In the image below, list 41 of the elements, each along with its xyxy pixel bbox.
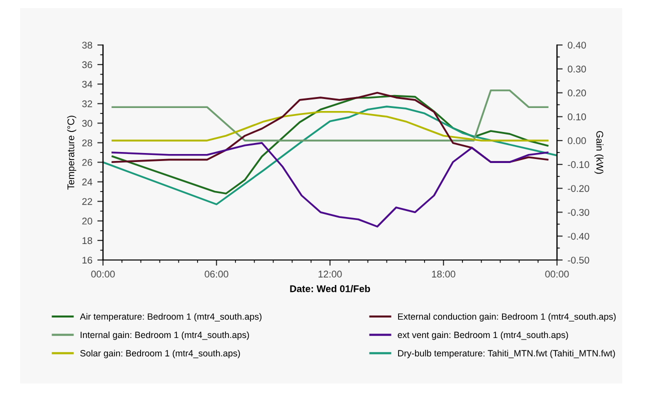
y2-tick-label: -0.50 [568, 256, 590, 264]
y-tick-label: 26 [82, 159, 92, 166]
y2-tick-label: -0.40 [568, 232, 590, 240]
x-tick-label: 18:00 [432, 270, 456, 278]
legend-label: Dry-bulb temperature: Tahiti_MTN.fwt (Tahiti_MTN.fwt) [398, 350, 615, 358]
y2-axis-title: Gain (kW) [594, 131, 604, 174]
line-series [112, 94, 548, 194]
line-series [103, 106, 557, 206]
y-tick-label: 30 [82, 120, 92, 127]
y2-tick-label: 0.00 [568, 137, 586, 144]
y2-tick-label: -0.20 [568, 185, 590, 192]
y2-tick-label: -0.10 [568, 161, 590, 168]
y-tick-label: 34 [82, 80, 92, 88]
y-tick-label: 32 [82, 100, 92, 108]
y-tick-label: 38 [82, 42, 92, 49]
line-series [112, 142, 548, 228]
y-tick-label: 22 [82, 198, 92, 205]
legend-label: Air temperature: Bedroom 1 (mtr4_south.aps) [80, 313, 262, 322]
y-axis-title: Temperature (°C) [67, 116, 76, 190]
x-axis-title: Date: Wed 01/Feb [290, 285, 370, 292]
y-tick-label: 20 [82, 218, 92, 225]
y-tick-label: 36 [82, 61, 92, 68]
legend-label: Solar gain: Bedroom 1 (mtr4_south.aps) [80, 350, 240, 358]
y2-tick-label: 0.10 [568, 113, 586, 120]
x-tick-label: 00:00 [91, 270, 115, 278]
y-tick-label: 24 [82, 178, 92, 186]
y-tick-label: 18 [82, 237, 92, 244]
y2-tick-label: 0.40 [568, 42, 586, 49]
y2-tick-label: -0.30 [568, 208, 590, 216]
x-tick-label: 00:00 [545, 270, 569, 278]
x-tick-label: 12:00 [318, 270, 342, 278]
legend-label: Internal gain: Bedroom 1 (mtr4_south.aps) [80, 331, 249, 340]
y-tick-label: 16 [82, 256, 92, 264]
legend-label: External conduction gain: Bedroom 1 (mtr4_south.aps) [398, 313, 616, 322]
x-tick-label: 06:00 [204, 270, 228, 278]
line-series [112, 110, 548, 142]
legend-label: ext vent gain: Bedroom 1 (mtr4_south.aps) [398, 331, 568, 340]
y-tick-label: 28 [82, 139, 92, 146]
y2-tick-label: 0.30 [568, 66, 586, 73]
y2-tick-label: 0.20 [568, 90, 586, 96]
line-series [112, 92, 548, 163]
